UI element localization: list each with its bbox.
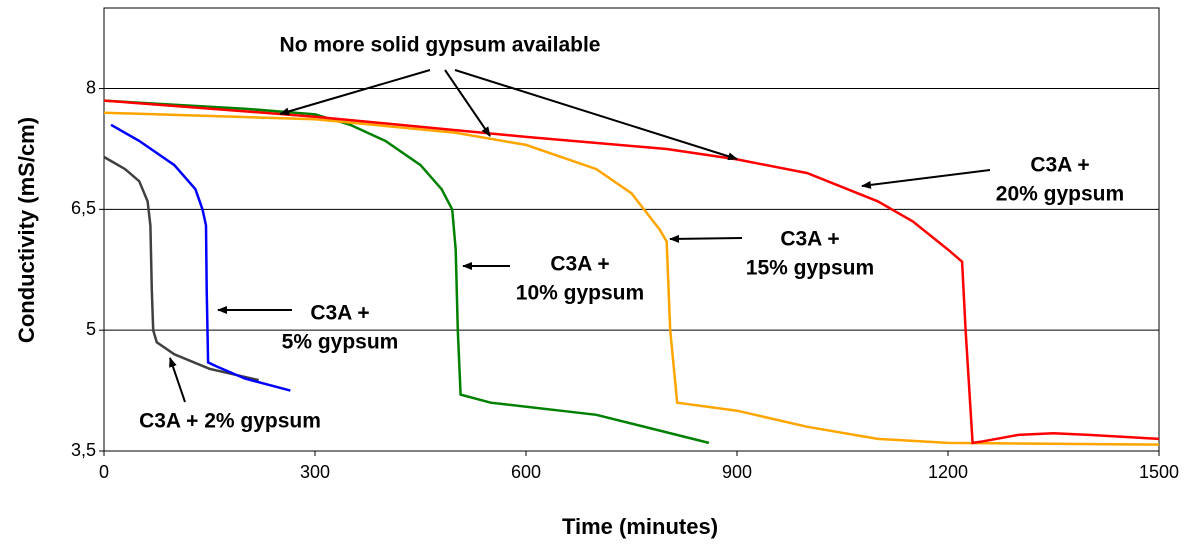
arrow [454,69,738,161]
y-tick-label: 5 [86,319,96,339]
x-tick-label: 300 [300,462,330,482]
arrow [444,69,491,137]
y-tick-label: 8 [86,77,96,97]
y-axis-title: Conductivity (mS/cm) [14,117,39,343]
series-line [103,111,1160,446]
annotation: C3A + [310,302,369,325]
annotation: C3A + [780,228,839,251]
series-line [103,99,1160,445]
annotation: C3A + 2% gypsum [139,410,321,433]
series-line [103,155,259,382]
x-tick-label: 600 [511,462,541,482]
series-line [103,99,710,445]
arrow [279,69,431,116]
annotation: 15% gypsum [746,257,874,280]
x-tick-label: 1500 [1139,462,1179,482]
y-tick-label: 3,5 [71,440,96,460]
arrow [861,169,991,189]
arrow [669,234,743,243]
series-line [110,123,291,392]
x-axis-title: Time (minutes) [562,514,718,539]
arrow [169,357,186,403]
annotation: 20% gypsum [996,183,1124,206]
annotation: C3A + [1030,154,1089,177]
x-tick-label: 900 [722,462,752,482]
x-tick-label: 1200 [928,462,968,482]
x-tick-label: 0 [99,462,109,482]
annotation: 5% gypsum [282,331,399,354]
plot-frame [103,7,1160,452]
annotation: C3A + [550,253,609,276]
annotation: 10% gypsum [516,282,644,305]
annotation: No more solid gypsum available [280,34,601,57]
y-tick-label: 6,5 [71,198,96,218]
